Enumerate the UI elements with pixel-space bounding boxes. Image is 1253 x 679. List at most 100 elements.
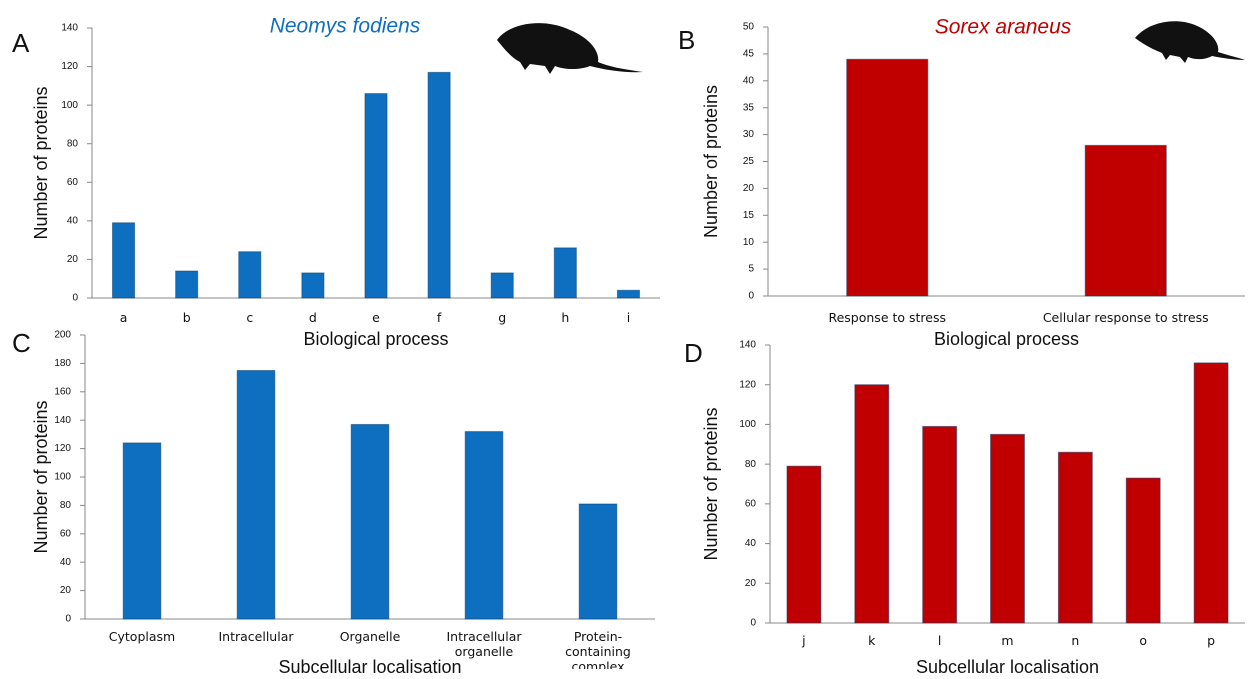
x-tick-label: g [498, 310, 507, 325]
x-axis-title: Biological process [303, 329, 448, 349]
x-tick-label: Intracellular [218, 629, 294, 644]
x-tick-label-box: d [308, 310, 317, 325]
y-tick-label: 100 [739, 419, 756, 430]
x-tick-label: m [1001, 633, 1014, 648]
y-tick-label: 20 [745, 578, 757, 589]
x-tick-label: Response to stress [828, 310, 946, 325]
x-tick-label-box: m [1001, 633, 1014, 648]
chart-title: Neomys fodiens [270, 15, 421, 38]
y-axis-title: Number of proteins [31, 400, 51, 553]
y-tick-label: 20 [60, 585, 72, 596]
y-tick-label: 30 [743, 129, 755, 140]
x-tick-label-box: i [626, 310, 631, 325]
y-tick-label: 40 [60, 557, 72, 568]
bar [427, 71, 451, 299]
bar [464, 431, 504, 620]
y-tick-label: 15 [743, 210, 755, 221]
x-tick-label-box: a [119, 310, 128, 325]
y-tick-label: 40 [743, 75, 755, 86]
y-tick-label: 160 [54, 386, 71, 397]
bar [854, 384, 890, 624]
x-tick-label-box: g [498, 310, 507, 325]
y-tick-label: 100 [54, 472, 71, 483]
y-tick-label: 80 [67, 138, 79, 149]
y-tick-label: 100 [61, 100, 78, 111]
y-tick-label: 20 [743, 183, 755, 194]
x-tick-label-box: Protein-containing complex [565, 629, 631, 669]
x-tick-label-box: Cytoplasm [108, 629, 176, 644]
x-tick-label: k [868, 633, 876, 648]
x-tick-label: d [308, 310, 317, 325]
x-tick-label: a [119, 310, 128, 325]
panel-label: A [12, 28, 30, 58]
y-tick-label: 180 [54, 358, 71, 369]
bar [846, 58, 929, 297]
y-tick-label: 200 [54, 330, 71, 341]
y-tick-label: 5 [748, 264, 754, 275]
bar [553, 247, 577, 299]
y-tick-label: 60 [745, 498, 757, 509]
y-tick-label: 20 [67, 254, 79, 265]
y-tick-label: 40 [67, 215, 79, 226]
y-tick-label: 45 [743, 49, 755, 60]
y-tick-label: 60 [60, 528, 72, 539]
x-tick-label-box: f [436, 310, 442, 325]
panel-label: C [12, 328, 31, 358]
x-tick-label: j [802, 633, 806, 648]
x-tick-label-box: Organelle [339, 629, 401, 644]
y-tick-label: 80 [60, 500, 72, 511]
x-tick-label: o [1139, 633, 1148, 648]
x-tick-label: e [372, 310, 380, 325]
bar [922, 425, 958, 624]
x-tick-label-box: b [182, 310, 191, 325]
x-tick-label: Intracellular organelle [446, 629, 522, 659]
bar [1057, 451, 1093, 624]
x-tick-label-box: Intracellular [218, 629, 294, 644]
bar [301, 272, 325, 299]
bar [990, 433, 1025, 624]
x-tick-label: Cytoplasm [108, 629, 176, 644]
x-axis-title: Subcellular localisation [916, 657, 1099, 677]
x-tick-label: b [182, 310, 191, 325]
shrew-icon-a [497, 23, 643, 74]
bar [364, 93, 388, 299]
bar [350, 423, 390, 620]
x-tick-label: i [626, 310, 631, 325]
x-tick-label-box: c [246, 310, 254, 325]
x-tick-label-box: k [868, 633, 876, 648]
x-tick-label: f [436, 310, 442, 325]
y-tick-label: 140 [61, 23, 78, 34]
bar [1084, 144, 1167, 297]
x-tick-label: Organelle [339, 629, 401, 644]
x-axis-title: Biological process [934, 329, 1079, 349]
x-tick-label: c [246, 310, 254, 325]
panel-label: B [678, 25, 695, 55]
y-tick-label: 140 [54, 415, 71, 426]
y-axis-title: Number of proteins [31, 86, 51, 239]
y-tick-label: 120 [54, 443, 71, 454]
y-tick-label: 120 [739, 379, 756, 390]
y-tick-label: 140 [739, 340, 756, 351]
bar [490, 272, 514, 299]
y-tick-label: 120 [61, 61, 78, 72]
y-axis-title: Number of proteins [701, 85, 721, 238]
bar [1125, 477, 1161, 624]
bar [236, 370, 276, 620]
x-tick-label: h [561, 310, 570, 325]
bar [238, 251, 262, 299]
y-tick-label: 25 [743, 156, 755, 167]
x-tick-label-box: h [561, 310, 570, 325]
bar [616, 289, 640, 299]
x-tick-label: n [1071, 633, 1080, 648]
panel-label: D [684, 338, 703, 368]
y-tick-label: 35 [743, 102, 755, 113]
bar [112, 222, 136, 299]
y-tick-label: 80 [745, 459, 757, 470]
shrew-icon-b [1135, 21, 1245, 63]
bar [1193, 362, 1229, 624]
y-tick-label: 0 [750, 618, 756, 629]
x-axis-title: Subcellular localisation [278, 657, 461, 677]
y-tick-label: 50 [743, 22, 755, 33]
x-tick-label-box: n [1071, 633, 1080, 648]
